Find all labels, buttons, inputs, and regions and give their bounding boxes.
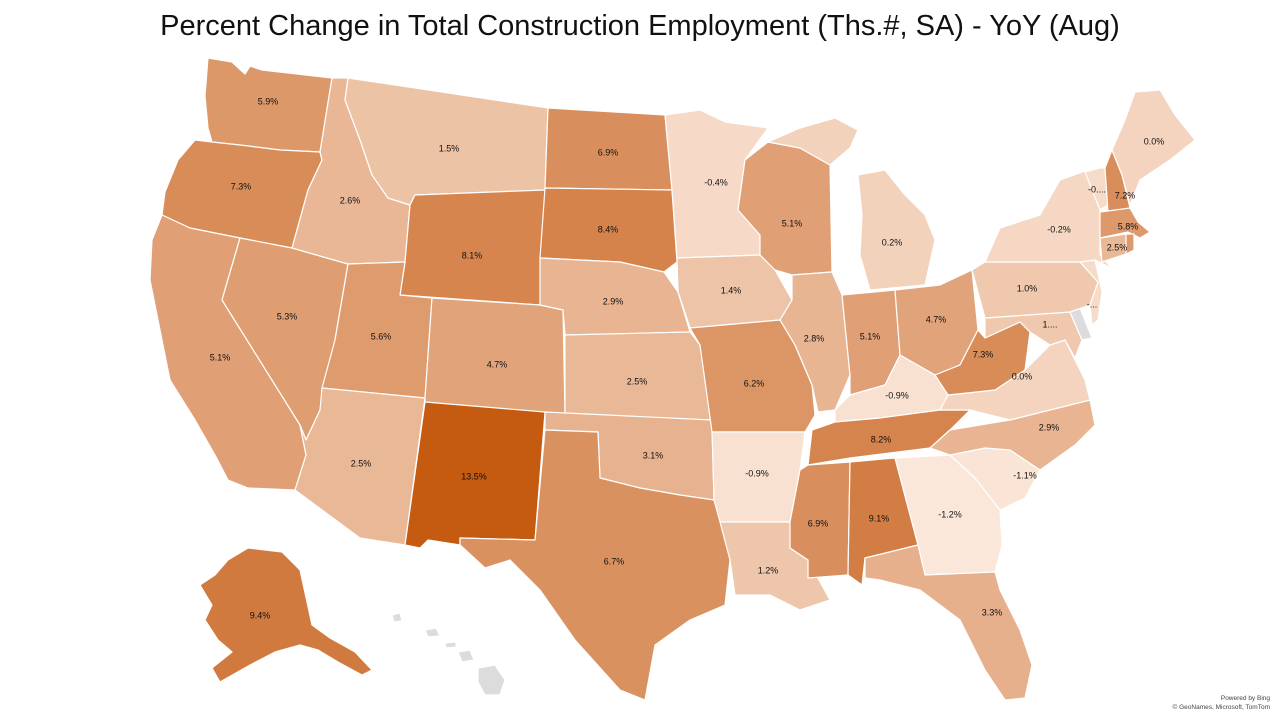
state-label-ga: -1.2%: [938, 509, 962, 519]
state-label-ms: 6.9%: [808, 518, 829, 528]
state-label-wv: 7.3%: [973, 349, 994, 359]
state-label-sd: 8.4%: [598, 224, 619, 234]
state-label-oh: 4.7%: [926, 314, 947, 324]
state-label-ar: -0.9%: [745, 468, 769, 478]
state-nj[interactable]: [1079, 259, 1103, 326]
state-label-or: 7.3%: [231, 181, 252, 191]
state-nc[interactable]: [929, 399, 1096, 471]
state-label-nc: 2.9%: [1039, 422, 1060, 432]
state-mi[interactable]: [767, 117, 936, 291]
state-label-id: 2.6%: [340, 195, 361, 205]
state-label-in: 5.1%: [860, 331, 881, 341]
state-co[interactable]: [424, 297, 566, 416]
state-label-nm: 13.5%: [461, 471, 487, 481]
state-label-ma: 5.8%: [1118, 221, 1139, 231]
state-label-nv: 5.3%: [277, 311, 298, 321]
hawaii-maui: [457, 649, 475, 663]
state-label-ak: 9.4%: [250, 610, 271, 620]
state-label-az: 2.5%: [351, 458, 372, 468]
state-tx[interactable]: [459, 429, 731, 701]
state-label-tx: 6.7%: [604, 556, 625, 566]
state-label-ks: 2.5%: [627, 376, 648, 386]
hawaii-kauai: [391, 612, 403, 623]
state-label-ny: -0.2%: [1047, 224, 1071, 234]
state-label-ca: 5.1%: [210, 352, 231, 362]
state-label-mt: 1.5%: [439, 143, 460, 153]
state-label-wi: 5.1%: [782, 218, 803, 228]
state-label-ut: 5.6%: [371, 331, 392, 341]
state-label-fl: 3.3%: [982, 607, 1003, 617]
state-label-nd: 6.9%: [598, 147, 619, 157]
state-wy[interactable]: [399, 189, 546, 306]
credit-sources: © GeoNames, Microsoft, TomTom: [1172, 704, 1271, 711]
state-hi[interactable]: [391, 612, 506, 696]
state-label-pa: 1.0%: [1017, 283, 1038, 293]
state-me[interactable]: [1111, 89, 1196, 206]
state-ri[interactable]: [1125, 233, 1135, 255]
state-label-al: 9.1%: [869, 513, 890, 523]
state-label-ct: 2.5%: [1107, 242, 1128, 252]
state-label-me: 0.0%: [1144, 136, 1165, 146]
state-label-ok: 3.1%: [643, 450, 664, 460]
map-title: Percent Change in Total Construction Emp…: [160, 10, 1120, 42]
state-label-mo: 6.2%: [744, 378, 765, 388]
state-label-wa: 5.9%: [258, 96, 279, 106]
state-label-va: 0.0%: [1012, 371, 1033, 381]
state-label-co: 4.7%: [487, 359, 508, 369]
state-label-sc: -1.1%: [1013, 470, 1037, 480]
state-tn[interactable]: [807, 409, 971, 466]
state-il[interactable]: [779, 271, 851, 413]
state-ms[interactable]: [789, 461, 851, 579]
map-credit: Powered by Bing © GeoNames, Microsoft, T…: [1173, 694, 1271, 712]
state-label-md: 1....: [1042, 319, 1057, 329]
state-label-ky: -0.9%: [885, 390, 909, 400]
credit-powered-by: Powered by Bing: [1220, 695, 1270, 702]
state-label-wy: 8.1%: [462, 250, 483, 260]
state-label-mi: 0.2%: [882, 237, 903, 247]
hawaii-oahu: [424, 627, 441, 638]
state-label-vt: -0....: [1088, 184, 1106, 194]
hawaii-molokai: [444, 641, 457, 649]
state-label-ne: 2.9%: [603, 296, 624, 306]
state-label-ia: 1.4%: [721, 285, 742, 295]
state-label-il: 2.8%: [804, 333, 825, 343]
state-label-mn: -0.4%: [704, 177, 728, 187]
state-label-nj: -...: [1087, 299, 1098, 309]
state-label-tn: 8.2%: [871, 434, 892, 444]
state-ak[interactable]: [199, 547, 373, 683]
state-fl[interactable]: [864, 544, 1033, 701]
hawaii-big-island: [477, 664, 506, 696]
state-label-la: 1.2%: [758, 565, 779, 575]
state-label-nh: 7.2%: [1115, 190, 1136, 200]
